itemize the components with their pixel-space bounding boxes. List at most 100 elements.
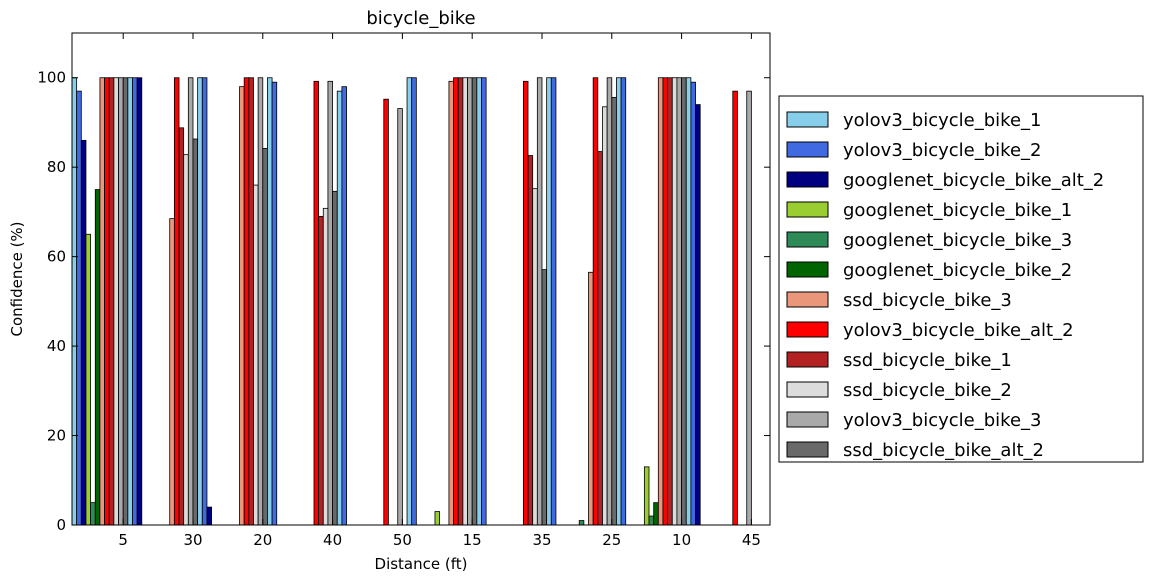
y-tick-label: 40 <box>47 337 66 355</box>
bar-yolov3_bicycle_bike_alt_2-30 <box>173 77 180 526</box>
bar-ssd_bicycle_bike_1-40 <box>318 215 324 526</box>
bar-ssd_bicycle_bike_alt_2-15 <box>471 77 478 526</box>
bar-yolov3_bicycle_bike_alt_2-35 <box>522 80 529 526</box>
legend-label: ssd_bicycle_bike_1 <box>843 350 1012 371</box>
bars-layer <box>71 77 752 526</box>
bar-googlenet_bicycle_bike_alt_2-5 <box>136 77 143 526</box>
bar-yolov3_bicycle_bike_2-5 <box>132 77 138 526</box>
bar-ssd_bicycle_bike_2-15 <box>462 77 468 526</box>
bar-yolov3_bicycle_bike_1-50 <box>406 77 413 526</box>
bar-ssd_bicycle_bike_3-10 <box>657 77 664 526</box>
legend-swatch <box>786 321 829 338</box>
bar-ssd_bicycle_bike_alt_2-25 <box>611 97 617 526</box>
bar-googlenet_bicycle_bike_2-5 <box>94 189 101 526</box>
bar-yolov3_bicycle_bike_1-15 <box>476 77 482 526</box>
bar-yolov3_bicycle_bike_2-20 <box>271 81 278 526</box>
legend-swatch <box>786 171 829 188</box>
x-tick-label: 25 <box>602 531 621 549</box>
bar-yolov3_bicycle_bike_1-35 <box>546 77 552 526</box>
legend: yolov3_bicycle_bike_1 yolov3_bicycle_bike… <box>778 95 1144 463</box>
bar-ssd_bicycle_bike_3-25 <box>588 271 594 526</box>
legend-label: googlenet_bicycle_bike_3 <box>843 230 1072 251</box>
bar-yolov3_bicycle_bike_3-10 <box>676 77 682 526</box>
bar-googlenet_bicycle_bike_1-5 <box>85 233 92 526</box>
bar-ssd_bicycle_bike_2-40 <box>322 207 329 526</box>
bar-yolov3_bicycle_bike_3-20 <box>257 77 264 526</box>
bar-ssd_bicycle_bike_1-15 <box>457 77 464 526</box>
bar-yolov3_bicycle_bike_2-5 <box>76 90 82 526</box>
bar-yolov3_bicycle_bike_1-5 <box>127 77 133 526</box>
legend-label: yolov3_bicycle_bike_alt_2 <box>843 320 1074 341</box>
bar-ssd_bicycle_bike_alt_2-5 <box>122 77 129 526</box>
bar-googlenet_bicycle_bike_alt_2-30 <box>206 506 212 526</box>
bar-googlenet_bicycle_bike_1-15 <box>434 511 441 526</box>
bar-ssd_bicycle_bike_1-35 <box>527 155 534 526</box>
y-tick-label: 0 <box>56 516 66 534</box>
x-axis-label: Distance (ft) <box>375 555 468 573</box>
bar-yolov3_bicycle_bike_2-10 <box>690 81 696 526</box>
bar-yolov3_bicycle_bike_1-30 <box>197 77 203 526</box>
bar-ssd_bicycle_bike_alt_2-20 <box>262 147 268 526</box>
y-tick-label: 80 <box>47 158 66 176</box>
bar-yolov3_bicycle_bike_2-30 <box>201 77 208 526</box>
bar-googlenet_bicycle_bike_alt_2-5 <box>80 139 87 526</box>
bar-ssd_bicycle_bike_2-35 <box>532 188 538 526</box>
legend-label: googlenet_bicycle_bike_1 <box>843 200 1072 221</box>
bar-yolov3_bicycle_bike_1-40 <box>336 90 343 526</box>
legend-swatch <box>786 111 829 128</box>
legend-label: yolov3_bicycle_bike_1 <box>843 110 1041 131</box>
bar-yolov3_bicycle_bike_2-25 <box>620 77 627 526</box>
bar-yolov3_bicycle_bike_alt_2-45 <box>732 90 738 526</box>
x-tick-label: 20 <box>253 531 272 549</box>
legend-swatch <box>786 231 829 248</box>
bar-yolov3_bicycle_bike_3-25 <box>606 77 613 526</box>
bar-googlenet_bicycle_bike_3-10 <box>648 515 655 526</box>
bar-ssd_bicycle_bike_3-20 <box>239 86 245 526</box>
bar-googlenet_bicycle_bike_1-10 <box>643 466 650 526</box>
bar-ssd_bicycle_bike_1-20 <box>248 77 254 526</box>
y-tick-label: 20 <box>47 427 66 445</box>
chart-title: bicycle_bike <box>366 8 475 29</box>
x-tick-label: 45 <box>742 531 761 549</box>
legend-swatch <box>786 141 829 158</box>
bar-googlenet_bicycle_bike_3-5 <box>90 502 96 526</box>
bar-ssd_bicycle_bike_alt_2-35 <box>541 269 548 526</box>
y-tick-label: 100 <box>37 69 66 87</box>
bar-yolov3_bicycle_bike_3-45 <box>746 90 752 526</box>
bar-ssd_bicycle_bike_1-5 <box>108 77 115 526</box>
bar-ssd_bicycle_bike_1-10 <box>667 77 673 526</box>
x-tick-label: 15 <box>463 531 482 549</box>
bar-yolov3_bicycle_bike_2-35 <box>550 77 557 526</box>
legend-swatch <box>786 291 829 308</box>
bar-ssd_bicycle_bike_3-5 <box>99 77 105 526</box>
bar-yolov3_bicycle_bike_3-50 <box>397 108 403 526</box>
bar-ssd_bicycle_bike_1-25 <box>597 151 603 526</box>
legend-swatch <box>786 351 829 368</box>
bar-yolov3_bicycle_bike_2-50 <box>411 77 417 526</box>
bar-yolov3_bicycle_bike_3-5 <box>118 77 124 526</box>
bar-yolov3_bicycle_bike_3-35 <box>536 77 543 526</box>
bar-yolov3_bicycle_bike_2-40 <box>341 86 347 526</box>
legend-swatch <box>786 381 829 398</box>
bar-ssd_bicycle_bike_2-25 <box>602 106 608 526</box>
bar-yolov3_bicycle_bike_alt_2-20 <box>243 77 250 526</box>
bar-yolov3_bicycle_bike_alt_2-15 <box>453 77 459 526</box>
bar-yolov3_bicycle_bike_alt_2-25 <box>592 77 599 526</box>
legend-label: yolov3_bicycle_bike_2 <box>843 140 1041 161</box>
bar-yolov3_bicycle_bike_1-10 <box>685 77 692 526</box>
bar-yolov3_bicycle_bike_2-15 <box>481 77 487 526</box>
legend-box <box>778 95 1144 463</box>
bar-ssd_bicycle_bike_alt_2-40 <box>332 190 338 526</box>
bar-yolov3_bicycle_bike_alt_2-10 <box>662 77 669 526</box>
bar-ssd_bicycle_bike_2-30 <box>183 154 189 526</box>
x-tick-label: 10 <box>672 531 691 549</box>
bar-yolov3_bicycle_bike_alt_2-5 <box>104 77 110 526</box>
bar-ssd_bicycle_bike_alt_2-10 <box>681 77 687 526</box>
legend-swatch <box>786 441 829 458</box>
legend-label: ssd_bicycle_bike_3 <box>843 290 1012 311</box>
bar-googlenet_bicycle_bike_alt_2-10 <box>695 104 701 526</box>
legend-swatch <box>786 201 829 218</box>
bar-yolov3_bicycle_bike_3-15 <box>467 77 473 526</box>
x-tick-label: 35 <box>532 531 551 549</box>
